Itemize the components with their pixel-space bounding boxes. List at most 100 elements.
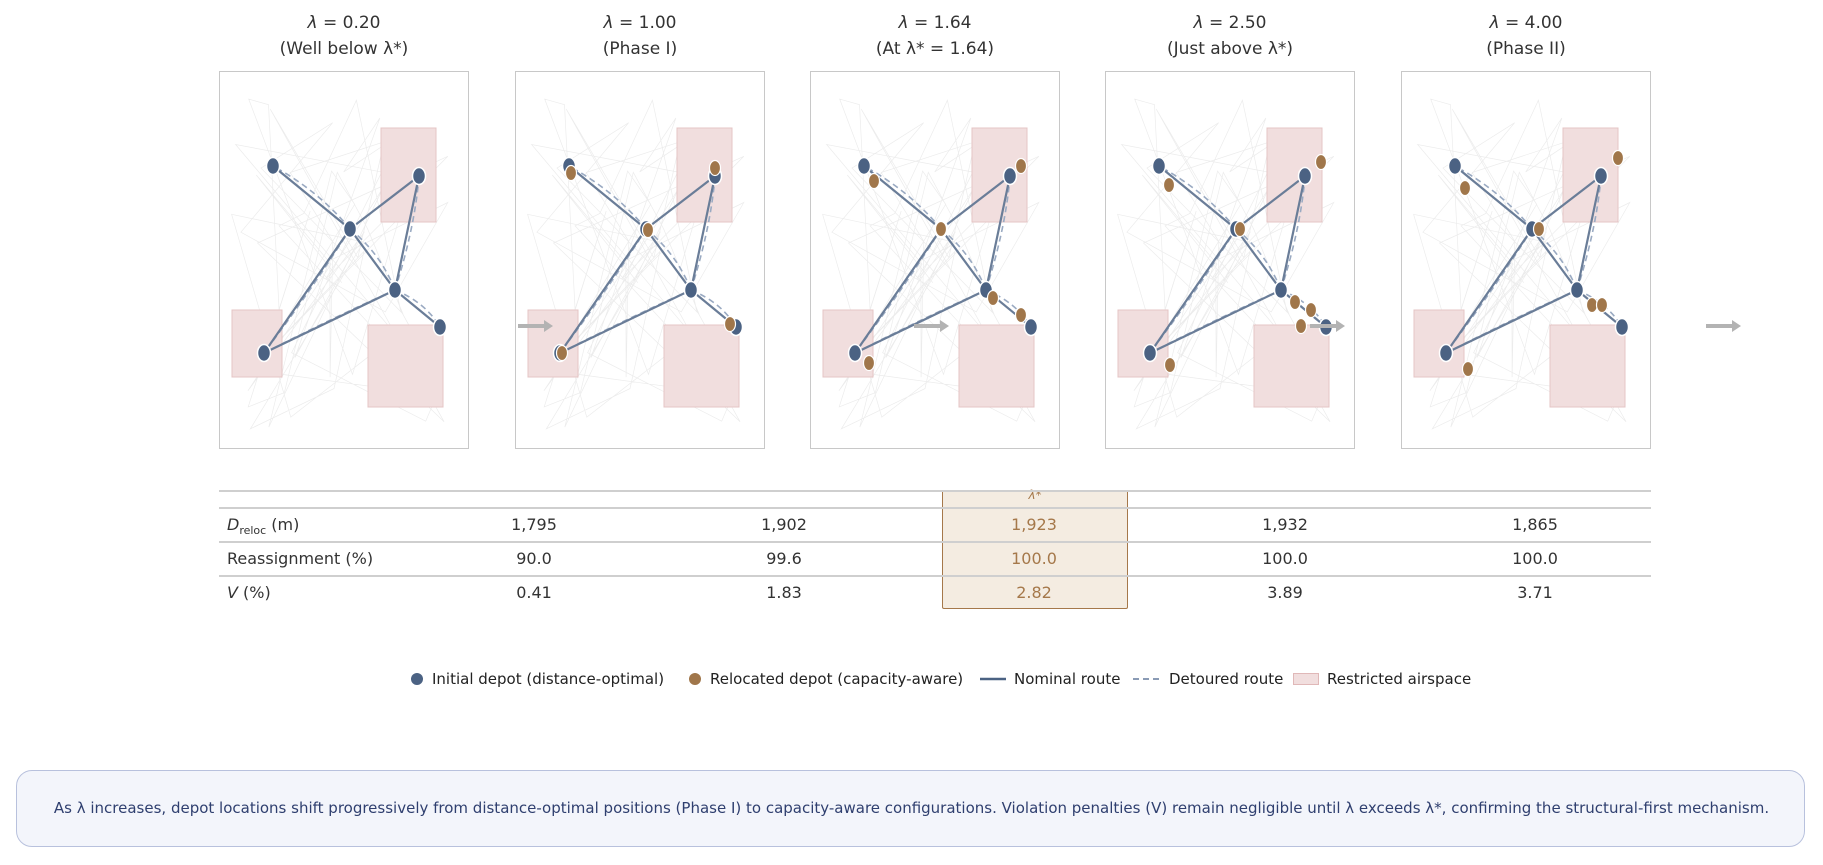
legend-relocated-depot: Relocated depot (capacity-aware) (688, 666, 963, 692)
legend-restricted-airspace: Restricted airspace (1293, 666, 1471, 692)
restricted-airspace-zone (958, 324, 1035, 408)
restricted-airspace-zone (1117, 309, 1169, 378)
nominal-route (1575, 175, 1603, 291)
caption-text: As λ increases, depot locations shift pr… (53, 799, 1770, 817)
nominal-route (263, 289, 396, 354)
background-graph (231, 98, 449, 430)
initial-depot (265, 156, 281, 176)
table-row: V (%) 0.41 1.83 2.82 3.89 3.71 (219, 576, 1651, 610)
table-cell: 0.41 (516, 583, 552, 602)
nominal-route (1149, 289, 1282, 354)
legend-label: Restricted airspace (1327, 670, 1472, 688)
network-map (810, 71, 1060, 449)
detoured-route (1158, 165, 1237, 230)
detoured-route (1576, 175, 1602, 291)
nominal-route (1445, 228, 1533, 354)
transition-arrow-icon (1706, 320, 1741, 332)
table-cell: 1,865 (1512, 515, 1558, 534)
table-cell: 3.89 (1267, 583, 1303, 602)
table-row: Reassignment (%) 90.0 99.6 100.0 100.0 1… (219, 542, 1651, 576)
initial-depot (387, 280, 403, 300)
detoured-route (863, 165, 942, 230)
caption-box: As λ increases, depot locations shift pr… (16, 770, 1805, 847)
legend-label: Nominal route (1014, 670, 1121, 688)
table-cell: 1,902 (761, 515, 807, 534)
nominal-route (568, 165, 647, 230)
relocated-depot (862, 354, 876, 372)
relocated-depot (867, 172, 881, 190)
background-graph (1117, 98, 1335, 430)
legend-label: Detoured route (1169, 670, 1284, 688)
initial-depot (856, 156, 872, 176)
restricted-airspace-zone (231, 309, 283, 378)
lambda-value: 0.20 (342, 13, 381, 33)
panel-subtitle: (At λ* = 1.64) (875, 39, 995, 59)
relocated-depot (1162, 176, 1176, 194)
nominal-route (1149, 228, 1237, 354)
nominal-route (393, 175, 421, 291)
initial-depot (1002, 166, 1018, 186)
panel-title: λ = 0.20 (Well below λ*) (219, 10, 469, 62)
dashed-line-icon (1133, 678, 1161, 680)
restricted-airspace-zone (971, 127, 1028, 223)
panel-subtitle: (Just above λ*) (1166, 39, 1294, 59)
table-cell: 1,932 (1262, 515, 1308, 534)
initial-depot (1297, 166, 1313, 186)
table-rule (219, 490, 1651, 492)
panel-title: λ = 2.50 (Just above λ*) (1105, 10, 1355, 62)
nominal-route (1279, 175, 1307, 291)
relocated-depot (723, 315, 737, 333)
restricted-airspace-zone (663, 324, 740, 408)
panel-subtitle: (Phase I) (602, 39, 678, 59)
network-map (515, 71, 765, 449)
initial-depot-marker-icon (411, 673, 423, 685)
lambda-star-label: λ* (1028, 488, 1042, 502)
table-rule (219, 507, 1651, 509)
nominal-route (854, 228, 942, 354)
nominal-route (559, 228, 647, 354)
background-graph (1413, 98, 1631, 430)
nominal-route (1445, 289, 1578, 354)
restricted-airspace-zone (1549, 324, 1626, 408)
restricted-airspace-zone (1266, 127, 1323, 223)
relocated-depot (1233, 220, 1247, 238)
panel-subtitle: (Well below λ*) (279, 39, 409, 59)
table-row: Dreloc (m) 1,795 1,902 1,923 1,932 1,865 (219, 508, 1651, 542)
nominal-route (349, 175, 420, 230)
lambda-value: 2.50 (1228, 13, 1267, 33)
nominal-route (394, 289, 441, 328)
table-cell: 99.6 (766, 549, 802, 568)
lambda-value: 1.64 (933, 13, 972, 33)
panel-title: λ = 1.00 (Phase I) (515, 10, 765, 62)
nominal-route (854, 289, 987, 354)
initial-depot (256, 343, 272, 363)
nominal-route (1531, 175, 1602, 230)
relocated-depot (564, 164, 578, 182)
nominal-route (645, 175, 716, 230)
initial-depot (1593, 166, 1609, 186)
relocated-depot (1294, 317, 1308, 335)
detoured-route (1280, 175, 1306, 291)
table-rule (219, 541, 1651, 543)
legend-initial-depot: Initial depot (distance-optimal) (410, 666, 664, 692)
relocated-depot (1461, 360, 1475, 378)
initial-depot (1151, 156, 1167, 176)
initial-depot (432, 317, 448, 337)
nominal-route (689, 175, 717, 291)
restricted-airspace-zone (380, 127, 437, 223)
relocated-depot (1304, 301, 1318, 319)
detoured-route (690, 175, 716, 291)
nominal-route (645, 228, 692, 291)
initial-depot (683, 280, 699, 300)
initial-depot (1569, 280, 1585, 300)
legend-nominal-route: Nominal route (980, 666, 1120, 692)
relocated-depot (1163, 356, 1177, 374)
nominal-route (940, 175, 1011, 230)
relocated-depot (1611, 149, 1625, 167)
table-cell: 100.0 (1262, 549, 1308, 568)
nominal-route (1454, 165, 1533, 230)
transition-arrow-icon (1310, 320, 1345, 332)
table-cell: 1,923 (1011, 515, 1057, 534)
table-cell: 100.0 (1512, 549, 1558, 568)
table-cell: 100.0 (1011, 549, 1057, 568)
